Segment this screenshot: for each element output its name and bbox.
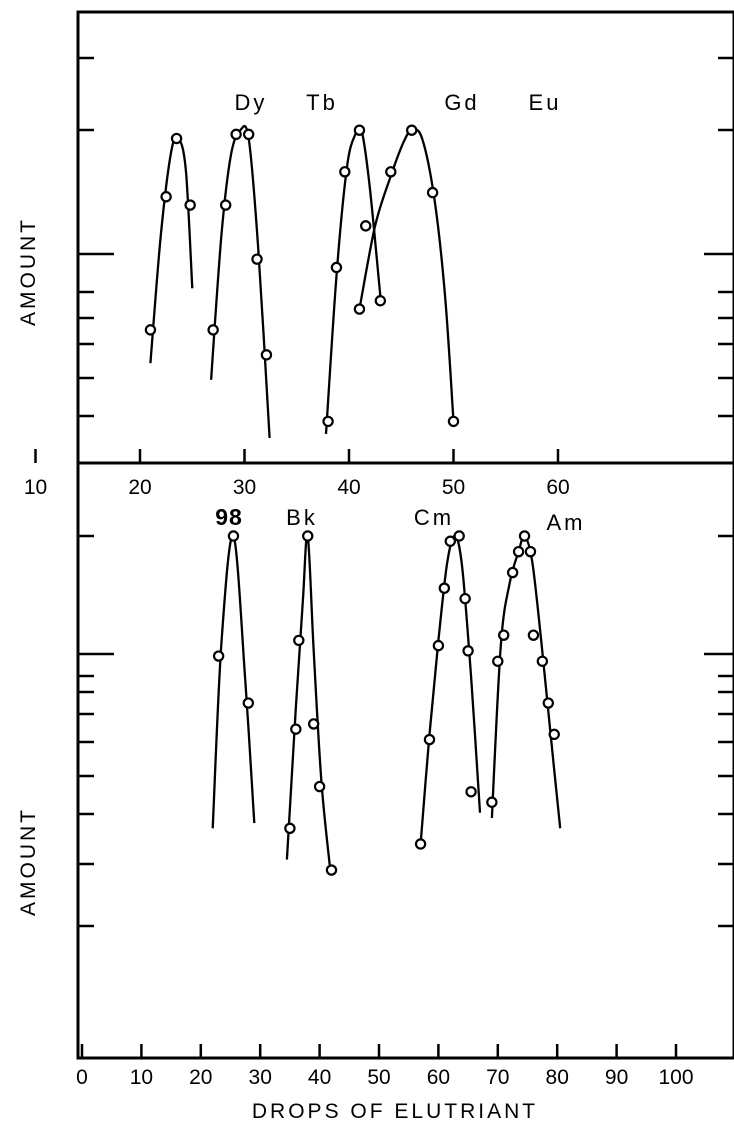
data-point-Eu [385,166,397,178]
data-point-Cm [465,786,477,798]
x-tick-label: 70 [486,1066,509,1089]
data-point-Gd [330,261,343,274]
data-point-Cm [432,639,445,652]
data-point-Am [492,655,504,667]
data-point-Dy [144,324,157,336]
series-label-Eu: Eu [529,90,562,115]
series-curve-Tb [209,124,271,439]
data-point-Eu [353,303,366,315]
x-tick-label: 90 [605,1066,628,1089]
data-point-Bk [325,864,338,876]
data-point-Eu [426,186,439,199]
data-point-98 [212,650,225,662]
data-point-Am [548,728,560,741]
series-curve-Am [490,534,562,829]
series-label-98: 98 [215,504,243,530]
bottom-panel: 0 10 20 30 40 50 60 70 80 90 100 98 Bk Cm Am [76,461,734,1089]
data-point-Tb [207,324,219,336]
x-tick-label: 50 [442,476,465,499]
series-label-Cm: Cm [414,505,454,530]
data-point-Dy [160,191,172,203]
series-curve-Gd [324,124,382,434]
data-point-Am [506,566,519,579]
y-axis-label-bottom: AMOUNT [17,807,40,916]
data-point-Bk [313,780,326,793]
data-point-Gd [353,124,366,136]
series-curve-Eu [358,128,455,422]
data-point-Am [527,629,540,641]
data-point-Dy [184,199,196,211]
series-curve-Bk [285,533,331,866]
data-point-Cm [459,592,471,605]
data-point-Am [486,796,498,808]
data-point-Eu [406,124,418,136]
data-point-Gd [339,166,351,178]
data-point-Cm [462,645,474,657]
series-curve-Cm [419,534,482,845]
data-point-Cm [453,530,465,542]
data-point-Bk [307,718,320,730]
data-point-Cm [438,582,451,594]
series-label-Tb: Tb [306,90,338,115]
data-point-Tb [251,253,263,265]
y-axis-label-top: AMOUNT [17,217,40,326]
x-tick-label: 20 [189,1066,212,1089]
series-label-Am: Am [547,510,586,535]
series-label-Gd: Gd [444,90,479,115]
x-tick-label: 0 [76,1066,88,1089]
series-curve-98 [211,534,256,829]
data-point-Am [536,655,549,667]
data-point-Bk [284,822,296,835]
x-tick-label: 10 [130,1066,153,1089]
x-tick-label: 50 [367,1066,390,1089]
data-point-Bk [302,530,314,542]
data-point-Gd [322,415,334,428]
data-point-Tb [230,128,242,141]
data-point-Tb [242,128,255,141]
x-axis-label: DROPS OF ELUTRIANT [252,1100,538,1123]
data-point-Cm [414,838,427,850]
data-point-Bk [290,723,302,735]
x-tick-label: 60 [427,1066,450,1089]
data-point-Am [524,545,537,558]
x-tick-label: 80 [546,1066,569,1089]
data-point-Am [518,530,531,542]
data-point-Dy [170,132,183,145]
x-tick-label: 10 [24,476,47,499]
x-tick-label: 30 [249,1066,272,1089]
series-label-Dy: Dy [235,90,268,115]
series-label-Bk: Bk [286,505,318,530]
x-tick-label: 40 [308,1066,331,1089]
data-point-Gd [360,220,372,232]
data-point-98 [242,697,255,709]
x-tick-label: 20 [128,476,151,499]
data-point-Eu [447,415,460,428]
x-tick-label: 40 [337,476,360,499]
data-point-Am [542,697,554,709]
data-point-Am [512,545,525,558]
data-point-Tb [219,199,232,211]
data-point-Gd [374,295,387,307]
data-point-Cm [423,733,436,746]
series-curve-Dy [149,135,194,364]
data-point-Bk [293,634,305,647]
x-tick-label: 60 [546,476,569,499]
data-point-98 [227,530,240,542]
data-point-Tb [260,349,273,361]
x-tick-label: 30 [233,476,256,499]
panel-frame [76,10,734,465]
x-tick-label: 100 [658,1066,693,1089]
data-point-Am [498,629,510,641]
panel-frame [76,461,734,1060]
top-panel: 10 20 30 40 50 60 Dy Tb Gd Eu [24,10,734,499]
data-point-Cm [444,535,456,547]
